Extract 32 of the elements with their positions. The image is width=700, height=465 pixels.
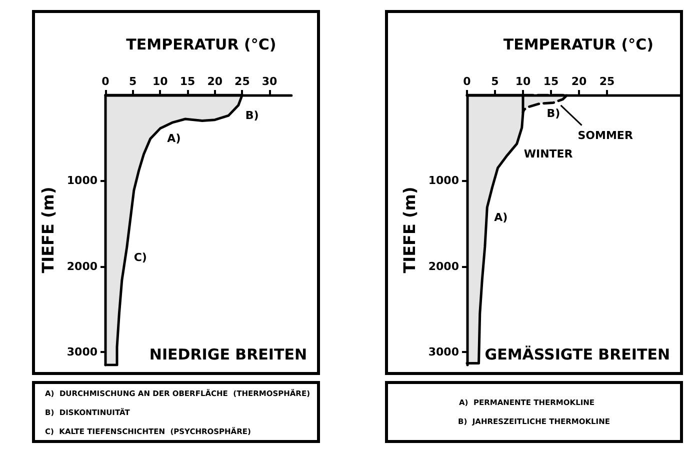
x-tick-label: 20 <box>571 75 587 88</box>
annotation: SOMMER <box>578 128 634 142</box>
y-tick-label: 1000 <box>66 174 98 188</box>
x-tick-label: 5 <box>491 75 499 88</box>
x-tick-label: 10 <box>515 75 531 88</box>
annotation: A) <box>167 132 181 145</box>
y-tick-label: 1000 <box>428 174 460 188</box>
annotation: WINTER <box>524 147 574 160</box>
y-tick-label: 2000 <box>66 260 98 273</box>
text: NIEDRIGE BREITEN <box>149 346 308 364</box>
text: GEMÄSSIGTE BREITEN <box>484 346 670 364</box>
x-tick-label: 25 <box>234 75 250 88</box>
y-tick-label: 3000 <box>428 346 460 359</box>
x-tick-label: 15 <box>543 75 559 88</box>
x-tick-label: 10 <box>152 75 168 88</box>
x-tick-label: 0 <box>102 75 110 88</box>
y-axis-title: TIEFE (m) <box>38 186 58 274</box>
annotation: C) <box>134 251 147 264</box>
chart-title: TEMPERATUR (°C) <box>126 36 276 54</box>
y-axis-title: TIEFE (m) <box>400 186 419 274</box>
annotation: B) <box>546 107 560 120</box>
annotation: A) <box>494 210 508 224</box>
x-tick-label: 15 <box>180 75 196 88</box>
y-tick-label: 3000 <box>66 346 98 359</box>
x-tick-label: 25 <box>599 75 615 88</box>
annotation: B) <box>245 108 259 122</box>
x-tick-label: 5 <box>129 75 137 88</box>
x-tick-label: 0 <box>463 75 472 88</box>
y-tick-label: 2000 <box>428 260 460 273</box>
x-tick-label: 30 <box>262 75 278 88</box>
x-tick-label: 20 <box>207 75 223 88</box>
chart-title: TEMPERATUR (°C) <box>503 36 654 54</box>
